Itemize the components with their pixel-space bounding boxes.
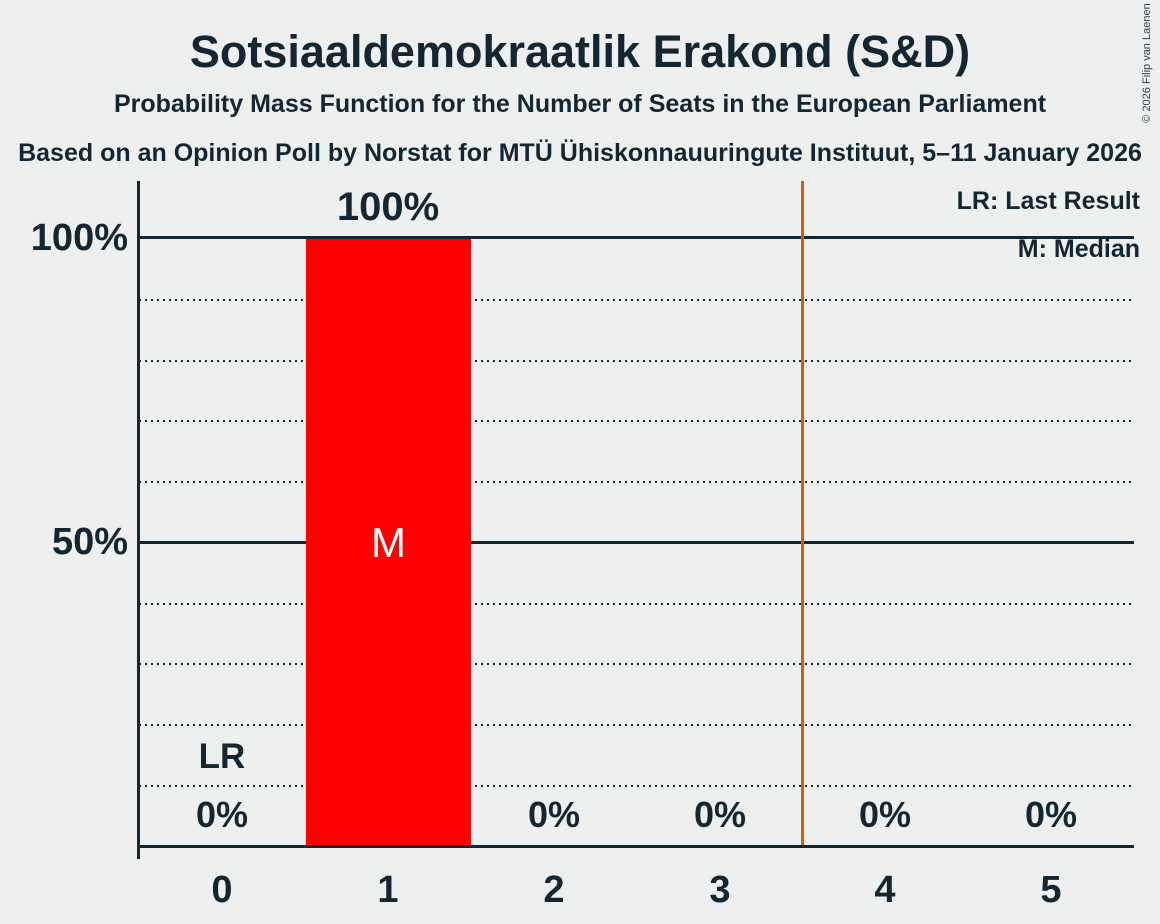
x-tick-0: 0 [211,869,233,911]
probability-bar-1-seat [306,239,471,845]
value-label-5-seats: 0% [1024,794,1078,835]
y-axis-line [137,181,140,859]
gridline-20pct [139,724,1134,726]
gridline-50pct [139,541,1134,544]
chart-subtitle: Probability Mass Function for the Number… [113,90,1047,118]
gridline-40pct [139,603,1134,605]
value-label-0-seats: 0% [195,794,249,835]
gridline-10pct [139,785,1134,787]
bar-value-label: 100% [336,185,440,229]
x-tick-5: 5 [1040,869,1062,911]
value-label-4-seats: 0% [858,794,912,835]
y-tick-50: 50% [51,521,128,563]
value-label-2-seats: 0% [527,794,581,835]
copyright-notice: © 2026 Filip van Laenen [1141,3,1153,123]
gridline-30pct [139,663,1134,665]
threshold-line [801,181,804,845]
gridline-100pct [139,236,1134,239]
last-result-marker: LR [198,737,246,776]
gridline-80pct [139,360,1134,362]
x-axis-line [137,845,1134,848]
median-marker: M [371,519,406,566]
x-tick-4: 4 [874,869,896,911]
x-tick-1: 1 [377,869,399,911]
legend-last-result: LR: Last Result [956,187,1140,215]
gridline-70pct [139,420,1134,422]
chart-source-line: Based on an Opinion Poll by Norstat for … [18,139,1142,167]
gridline-90pct [139,299,1134,301]
page-title: Sotsiaaldemokraatlik Erakond (S&D) [189,26,971,77]
value-label-3-seats: 0% [693,794,747,835]
x-tick-3: 3 [709,869,731,911]
legend-median: M: Median [1017,235,1140,263]
y-tick-100: 100% [30,217,128,259]
x-tick-2: 2 [543,869,565,911]
gridline-60pct [139,481,1134,483]
